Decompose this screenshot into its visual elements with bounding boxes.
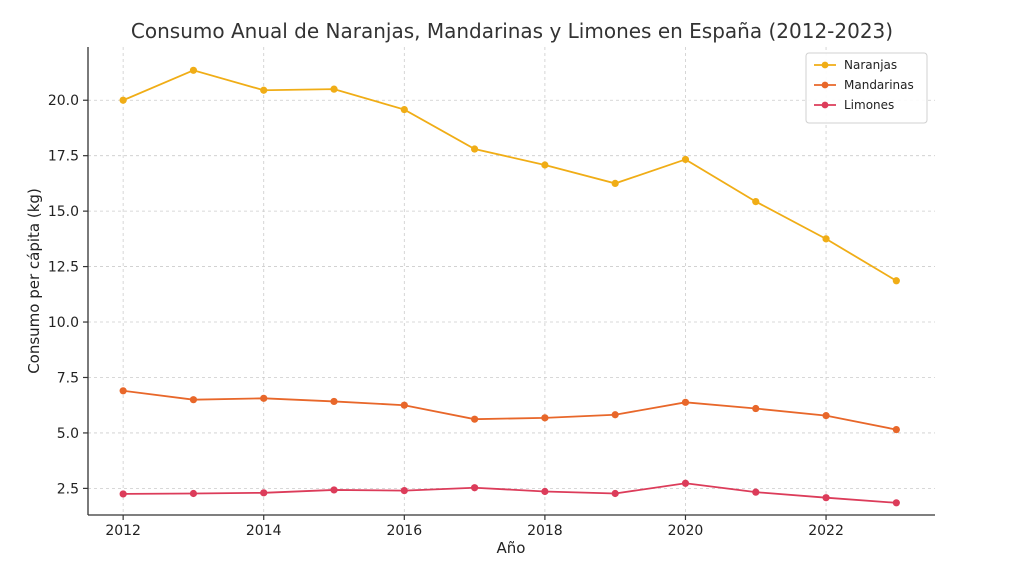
data-point-limones <box>541 487 549 496</box>
data-point-limones <box>470 484 479 492</box>
series-line-limones <box>123 482 897 504</box>
legend-label-naranjas: Naranjas <box>844 58 897 72</box>
data-point-mandarinas <box>470 415 479 423</box>
data-point-naranjas <box>330 85 338 93</box>
x-tick-label: 2014 <box>246 523 282 539</box>
data-point-mandarinas <box>681 398 690 406</box>
y-tick-label: 12.5 <box>48 260 79 276</box>
data-point-limones <box>260 489 268 497</box>
data-point-naranjas <box>541 161 549 169</box>
series-line-mandarinas <box>123 389 897 431</box>
data-point-limones <box>189 489 198 498</box>
data-point-mandarinas <box>892 426 900 434</box>
y-tick-label: 17.5 <box>48 149 79 165</box>
y-axis-label: Consumo per cápita (kg) <box>25 188 43 374</box>
data-point-naranjas <box>892 277 900 285</box>
x-tick-label: 2022 <box>808 523 844 539</box>
data-point-mandarinas <box>260 394 268 402</box>
y-tick-label: 5.0 <box>57 426 79 442</box>
data-point-naranjas <box>119 96 127 104</box>
data-point-mandarinas <box>189 396 198 404</box>
data-point-naranjas <box>681 155 690 164</box>
legend: Naranjas Mandarinas Limones <box>805 52 928 124</box>
series-group <box>119 66 900 507</box>
data-point-naranjas <box>752 197 760 206</box>
legend-marker-mandarinas <box>821 81 829 89</box>
data-point-mandarinas <box>611 411 619 419</box>
legend-label-limones: Limones <box>844 98 894 112</box>
y-tick-label: 2.5 <box>57 481 79 497</box>
data-point-limones <box>681 479 690 487</box>
y-tick-label: 10.0 <box>48 315 79 331</box>
data-point-naranjas <box>189 66 198 74</box>
x-tick-label: 2020 <box>668 523 704 539</box>
data-point-naranjas <box>400 105 408 114</box>
data-point-limones <box>752 488 760 496</box>
x-axis-label: Año <box>497 539 526 557</box>
y-tick-label: 7.5 <box>57 370 79 386</box>
axes <box>83 47 935 520</box>
data-point-mandarinas <box>541 414 549 422</box>
data-point-limones <box>119 490 127 498</box>
legend-marker-naranjas <box>821 61 829 69</box>
data-point-naranjas <box>822 235 830 243</box>
data-point-mandarinas <box>119 387 127 395</box>
data-point-mandarinas <box>400 401 408 409</box>
x-tick-label: 2018 <box>527 523 563 539</box>
data-point-limones <box>611 489 619 498</box>
x-tick-label: 2016 <box>386 523 422 539</box>
legend-label-mandarinas: Mandarinas <box>844 78 914 92</box>
y-tick-label: 20.0 <box>48 93 79 109</box>
data-point-naranjas <box>470 145 479 153</box>
chart-title: Consumo Anual de Naranjas, Mandarinas y … <box>131 19 893 43</box>
series-line-naranjas <box>122 69 897 282</box>
data-point-limones <box>330 486 338 494</box>
data-point-mandarinas <box>752 404 760 413</box>
data-point-mandarinas <box>822 412 830 420</box>
grid <box>88 47 935 515</box>
y-tick-label: 15.0 <box>48 204 79 220</box>
data-point-naranjas <box>611 179 619 188</box>
data-point-limones <box>892 499 900 507</box>
data-point-mandarinas <box>330 397 338 406</box>
legend-box <box>805 52 928 124</box>
legend-marker-limones <box>821 101 829 109</box>
tick-labels: 2012 2014 2016 2018 2020 2022 2.5 5.0 7.5 10.0 12.… <box>48 93 844 539</box>
data-point-limones <box>400 487 408 495</box>
data-point-limones <box>822 494 830 502</box>
data-point-naranjas <box>260 86 268 94</box>
x-tick-label: 2012 <box>105 523 141 539</box>
